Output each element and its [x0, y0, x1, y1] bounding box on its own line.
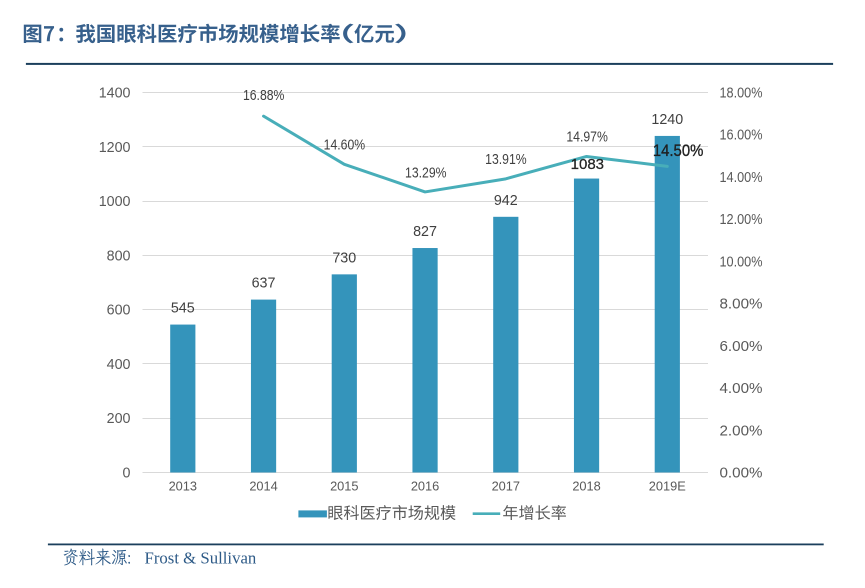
svg-text:4.00%: 4.00%: [720, 381, 763, 397]
svg-text:10.00%: 10.00%: [720, 254, 763, 270]
svg-text:600: 600: [107, 303, 131, 319]
svg-text:13.91%: 13.91%: [485, 152, 527, 168]
svg-text:8.00%: 8.00%: [720, 297, 763, 313]
svg-text:1083: 1083: [571, 156, 604, 173]
svg-text:12.00%: 12.00%: [720, 212, 763, 228]
svg-text:2013: 2013: [169, 479, 197, 494]
svg-text:14.50%: 14.50%: [653, 141, 704, 160]
svg-text:2019E: 2019E: [649, 479, 686, 494]
svg-text:545: 545: [171, 301, 195, 317]
svg-text:1240: 1240: [651, 112, 683, 128]
svg-text:637: 637: [252, 276, 276, 292]
svg-text:1400: 1400: [99, 86, 131, 102]
svg-text:13.29%: 13.29%: [405, 166, 447, 182]
svg-text:200: 200: [107, 411, 131, 427]
svg-text:16.88%: 16.88%: [243, 88, 285, 104]
svg-text:18.00%: 18.00%: [720, 86, 763, 102]
svg-text:14.97%: 14.97%: [566, 130, 608, 146]
svg-text:1200: 1200: [99, 140, 131, 156]
svg-text:400: 400: [107, 357, 131, 373]
svg-text:16.00%: 16.00%: [720, 128, 763, 144]
svg-text:942: 942: [494, 193, 518, 209]
svg-text:0.00%: 0.00%: [720, 466, 763, 482]
svg-text:730: 730: [332, 250, 356, 266]
svg-text:14.60%: 14.60%: [324, 138, 366, 154]
svg-text:827: 827: [413, 224, 437, 240]
svg-text:2018: 2018: [572, 479, 600, 494]
svg-text:1000: 1000: [99, 194, 131, 210]
svg-text:2016: 2016: [411, 479, 439, 494]
svg-text:2.00%: 2.00%: [720, 423, 763, 439]
svg-text:0: 0: [123, 466, 131, 482]
svg-text:2015: 2015: [330, 479, 358, 494]
svg-text:6.00%: 6.00%: [720, 339, 763, 355]
svg-text:2014: 2014: [249, 479, 277, 494]
svg-text:2017: 2017: [492, 479, 520, 494]
svg-text:14.00%: 14.00%: [720, 170, 763, 186]
svg-text:800: 800: [107, 248, 131, 264]
svg-text:Frost & Sullivan: Frost & Sullivan: [145, 549, 257, 568]
